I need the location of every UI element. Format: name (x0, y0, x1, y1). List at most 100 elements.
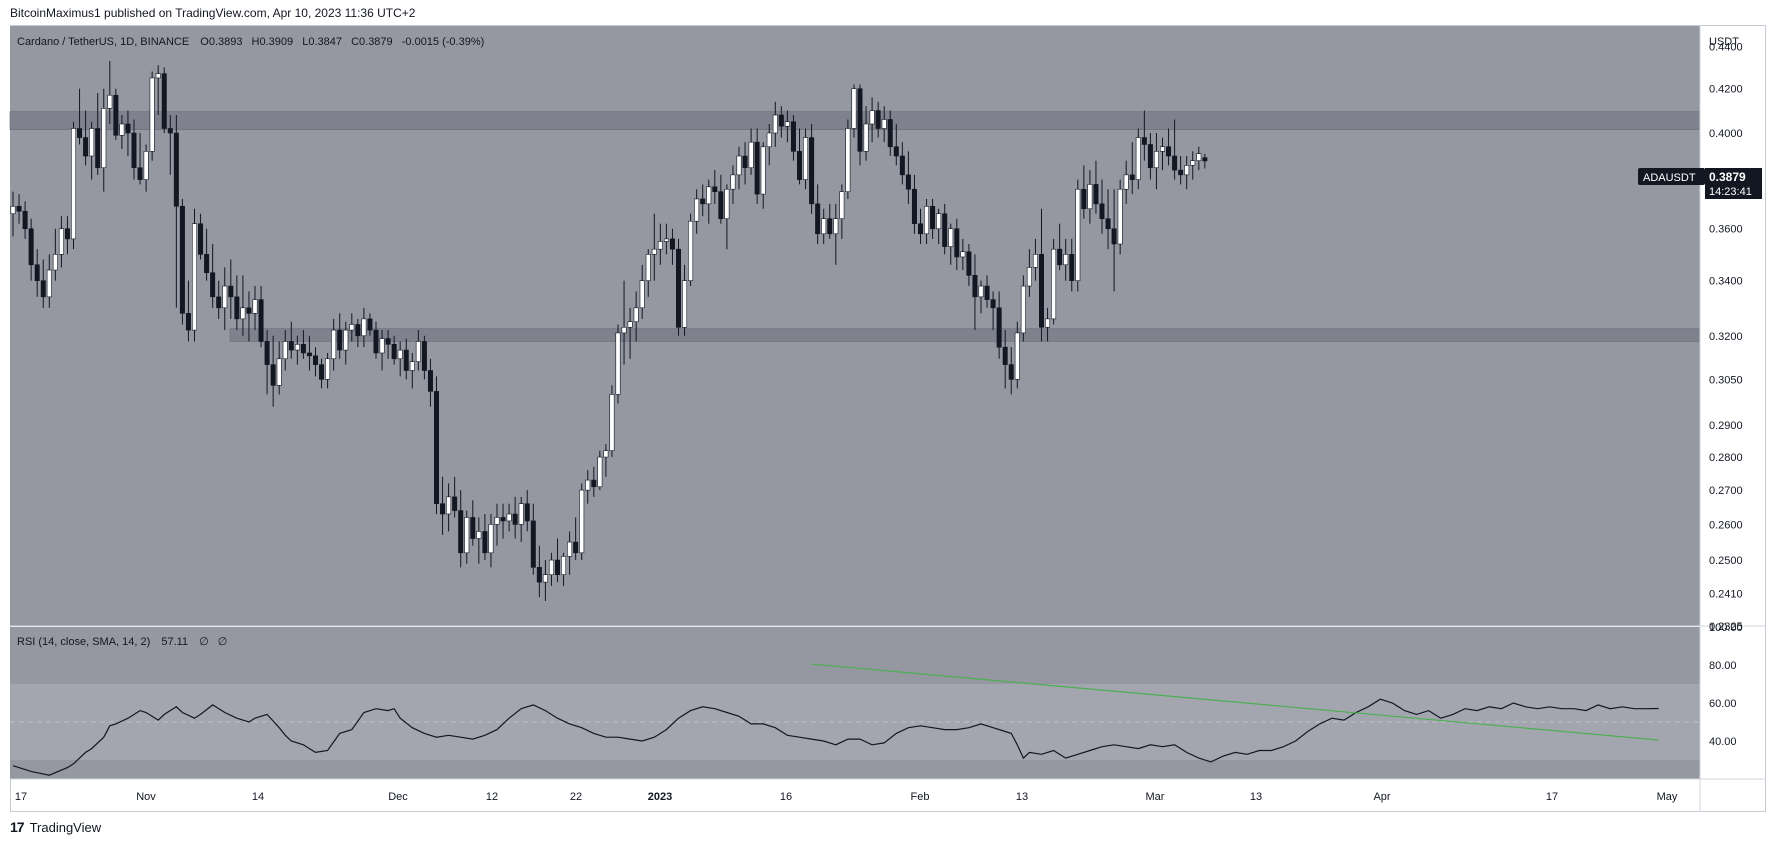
candle-body (270, 364, 276, 386)
candle-body (778, 114, 784, 127)
candle-body (246, 307, 252, 314)
time-tick-label: May (1657, 791, 1678, 803)
candle-body (972, 275, 978, 298)
candle-body (627, 321, 633, 328)
candle-body (1196, 153, 1202, 161)
candle-body (742, 155, 748, 169)
candle-body (391, 344, 397, 360)
candle-body (893, 146, 899, 157)
candle-body (276, 358, 282, 386)
candle-body (446, 496, 452, 515)
candle-body (113, 94, 119, 136)
time-tick-label: Apr (1373, 791, 1390, 803)
candle-body (978, 285, 984, 298)
candle-body (1141, 137, 1147, 145)
candle-body (621, 326, 627, 334)
price-tick-label: 0.2800 (1709, 452, 1743, 464)
candle-body (16, 206, 22, 212)
candle-body (288, 341, 294, 351)
tradingview-logo-icon[interactable]: 17 (10, 819, 25, 835)
candle-body (421, 341, 427, 371)
rsi-tick-label: 80.00 (1709, 660, 1737, 672)
candle-body (131, 132, 137, 169)
candle-body (651, 248, 657, 255)
candle-body (990, 299, 996, 309)
candle-body (845, 128, 851, 192)
candle-body (851, 88, 857, 129)
candle-body (1008, 364, 1014, 380)
candle-body (1057, 248, 1063, 266)
candle-body (337, 329, 343, 351)
candle-body (325, 358, 331, 380)
candle-body (663, 238, 669, 242)
candle-body (312, 355, 318, 365)
support-zone (229, 328, 1701, 342)
candle-body (367, 318, 373, 331)
candle-body (28, 228, 34, 266)
candle-body (803, 137, 809, 180)
candle-body (512, 513, 518, 525)
price-tick-label: 0.2500 (1709, 555, 1743, 567)
candle-body (1202, 157, 1208, 162)
candle-body (361, 318, 367, 337)
price-tick-label: 0.3050 (1709, 374, 1743, 386)
time-tick-label: 12 (486, 791, 498, 803)
candle-body (518, 503, 524, 525)
candle-body (300, 344, 306, 354)
candle-body (488, 524, 494, 554)
tradingview-brand[interactable]: TradingView (29, 819, 102, 835)
rsi-na-2: ∅ (218, 636, 228, 648)
candle-body (809, 137, 815, 205)
candle-body (784, 121, 790, 127)
candle-body (639, 280, 645, 309)
price-axis[interactable]: 0.4400 0.4200 0.4000 0.3600 0.3400 0.3200 0.30… (1709, 41, 1743, 633)
time-axis[interactable]: 17 Nov 14 Dec 12 22 2023 16 Feb 13 Mar 13 Apr 17 May (15, 791, 1678, 803)
time-tick-label: 17 (1546, 791, 1558, 803)
candle-body (409, 361, 415, 371)
candle-body (585, 479, 591, 491)
candle-body (1093, 184, 1099, 205)
rsi-axis[interactable]: 100.00 80.00 60.00 40.00 (1709, 622, 1743, 748)
candle-body (343, 329, 349, 351)
candle-body (234, 296, 240, 320)
candle-body (633, 307, 639, 322)
candle-body (1039, 254, 1045, 328)
candle-body (385, 338, 391, 345)
candle-body (1166, 146, 1172, 157)
candle-body (942, 213, 948, 247)
candle-body (331, 329, 337, 360)
candle-body (264, 341, 270, 365)
candle-body (482, 531, 488, 554)
legend-change: -0.0015 (-0.39%) (402, 36, 485, 48)
candle-body (458, 510, 464, 554)
publisher-line: BitcoinMaximus1 published on TradingView… (10, 6, 416, 20)
candle-body (149, 77, 155, 152)
candle-body (917, 223, 923, 235)
candle-body (204, 254, 210, 274)
candle-body (1026, 267, 1032, 287)
candle-body (688, 220, 694, 281)
rsi-legend[interactable]: RSI (14, close, SMA, 14, 2) (17, 636, 150, 648)
price-tick-label: 0.2700 (1709, 485, 1743, 497)
rsi-tick-label: 40.00 (1709, 736, 1737, 748)
candle-body (839, 191, 845, 220)
candle-body (228, 285, 234, 298)
candle-body (869, 110, 875, 125)
candle-body (1032, 254, 1038, 268)
rsi-trendline[interactable] (811, 663, 1659, 741)
candle-body (22, 210, 28, 230)
legend-low: 0.3847 (308, 36, 342, 48)
candle-body (216, 296, 222, 309)
legend-symbol[interactable]: Cardano / TetherUS, 1D, BINANCE (17, 36, 189, 48)
candle-body (790, 121, 796, 152)
candle-body (948, 228, 954, 247)
candle-body (1129, 174, 1135, 180)
candle-body (1184, 165, 1190, 176)
candle-body (40, 280, 46, 298)
rsi-tick-label: 100.00 (1709, 622, 1743, 634)
candle-body (645, 254, 651, 281)
candle-body (899, 155, 905, 176)
legend-o-label: O (200, 36, 209, 48)
legend-open: 0.3893 (209, 36, 243, 48)
